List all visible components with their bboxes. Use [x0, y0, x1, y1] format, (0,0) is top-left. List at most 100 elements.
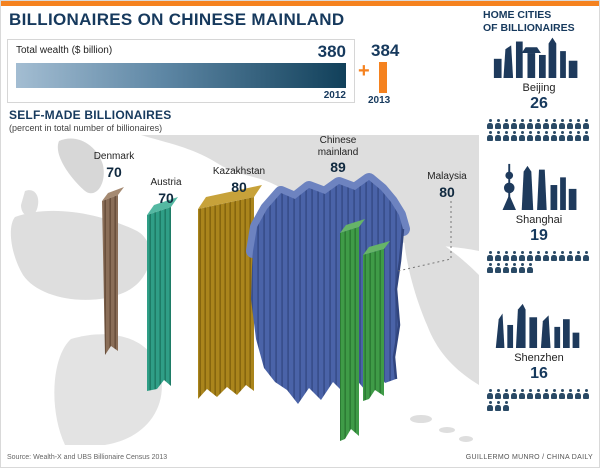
shenzhen-skyline-icon [495, 303, 580, 348]
person-icon [519, 263, 525, 274]
column-malaysia [340, 219, 390, 441]
person-icon [551, 389, 557, 400]
person-icon [567, 389, 573, 400]
city-count: 19 [530, 227, 548, 244]
year-label-2012: 2012 [323, 90, 346, 101]
person-icon [503, 401, 509, 412]
person-icon [511, 389, 517, 400]
person-icon [559, 251, 565, 262]
person-icon [495, 251, 501, 262]
city-name: Shenzhen [514, 352, 564, 364]
person-icon [559, 131, 565, 142]
world-map [10, 135, 479, 445]
person-icon [543, 389, 549, 400]
country-label-malaysia: Malaysia 80 [427, 171, 467, 200]
person-icon [551, 131, 557, 142]
person-icon [511, 251, 517, 262]
selfmade-subtitle: (percent in total number of billionaires… [9, 123, 163, 133]
wealth-value-2012: 380 [317, 42, 346, 61]
person-icon [487, 401, 493, 412]
person-icon [487, 131, 493, 142]
person-icon [487, 119, 493, 130]
selfmade-map-chart: Denmark 70 Austria 70 Kazakhstan 80 Chin… [1, 133, 479, 447]
person-icon [495, 119, 501, 130]
people-pictogram-shenzhen [487, 389, 591, 412]
person-icon [527, 263, 533, 274]
person-icon [527, 119, 533, 130]
person-icon [551, 119, 557, 130]
plus-icon: + [358, 60, 370, 82]
home-cities-panel: HOME CITIES OF BILLIONAIRES Beijing 26 [483, 9, 595, 459]
source-note: Source: Wealth-X and UBS Billionaire Cen… [7, 454, 168, 461]
person-icon [503, 119, 509, 130]
shanghai-skyline-icon [502, 163, 577, 210]
person-icon [535, 251, 541, 262]
person-icon [575, 389, 581, 400]
person-icon [583, 119, 589, 130]
page-title: BILLIONAIRES ON CHINESE MAINLAND [9, 10, 345, 29]
person-icon [567, 131, 573, 142]
person-icon [487, 389, 493, 400]
person-icon [567, 119, 573, 130]
person-icon [503, 131, 509, 142]
person-icon [495, 131, 501, 142]
person-icon [511, 263, 517, 274]
person-icon [495, 389, 501, 400]
person-icon [583, 389, 589, 400]
country-label-chinese-mainland: Chinese mainland 89 [317, 135, 359, 175]
person-icon [519, 389, 525, 400]
person-icon [511, 131, 517, 142]
person-icon [527, 389, 533, 400]
person-icon [503, 389, 509, 400]
wealth-bar-2013 [379, 62, 387, 93]
person-icon [527, 251, 533, 262]
column-austria [147, 197, 178, 391]
person-icon [575, 131, 581, 142]
person-icon [575, 119, 581, 130]
person-icon [551, 251, 557, 262]
person-icon [543, 131, 549, 142]
home-cities-title: HOME CITIES OF BILLIONAIRES [483, 9, 575, 34]
person-icon [519, 131, 525, 142]
person-icon [535, 119, 541, 130]
person-icon [519, 251, 525, 262]
wealth-value-2013: 384 [371, 41, 400, 60]
person-icon [535, 131, 541, 142]
city-block-shanghai: Shanghai 19 [483, 161, 595, 274]
city-name: Shanghai [515, 214, 563, 226]
person-icon [543, 119, 549, 130]
people-pictogram-shanghai [487, 251, 591, 274]
total-wealth-label: Total wealth ($ billion) [16, 45, 113, 56]
person-icon [487, 251, 493, 262]
selfmade-title: SELF-MADE BILLIONAIRES [9, 108, 172, 122]
person-icon [527, 131, 533, 142]
city-count: 16 [530, 365, 548, 382]
country-label-kazakhstan: Kazakhstan 80 [212, 166, 266, 195]
beijing-skyline-icon [493, 37, 578, 78]
credit-note: GUILLERMO MUNRO / CHINA DAILY [465, 454, 593, 461]
person-icon [511, 119, 517, 130]
person-icon [519, 119, 525, 130]
city-block-beijing: Beijing 26 [483, 29, 595, 142]
total-wealth-panel: Total wealth ($ billion) 380 2012 [7, 39, 355, 103]
country-label-austria: Austria 70 [150, 177, 182, 206]
person-icon [543, 251, 549, 262]
person-icon [567, 251, 573, 262]
person-icon [535, 389, 541, 400]
country-label-denmark: Denmark 70 [93, 151, 135, 180]
city-count: 26 [530, 95, 548, 112]
column-denmark [102, 187, 124, 355]
city-block-shenzhen: Shenzhen 16 [483, 299, 595, 412]
wealth-bar-2012 [16, 63, 346, 88]
person-icon [503, 251, 509, 262]
person-icon [583, 251, 589, 262]
person-icon [559, 389, 565, 400]
person-icon [487, 263, 493, 274]
column-kazakhstan [198, 185, 262, 399]
person-icon [503, 263, 509, 274]
people-pictogram-beijing [487, 119, 591, 142]
top-accent-bar [1, 1, 599, 6]
person-icon [495, 401, 501, 412]
person-icon [559, 119, 565, 130]
